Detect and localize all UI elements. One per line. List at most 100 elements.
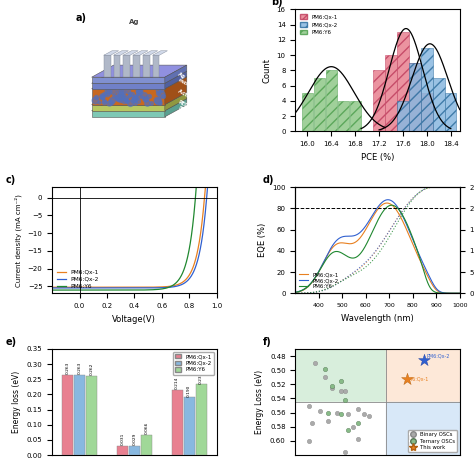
Line: PM6:Y6: PM6:Y6 [52,187,219,290]
Ternary OSCs [337,377,345,384]
Binary OSCs [316,407,324,415]
PM6:Y6 [49,287,55,293]
Polygon shape [114,55,120,77]
Polygon shape [91,83,165,89]
Ternary OSCs [344,427,352,434]
PM6:Y6 [176,277,182,283]
Y-axis label: Energy Loss (eV): Energy Loss (eV) [255,370,264,434]
Legend: Binary OSCs, Ternary OSCs, This work: Binary OSCs, Ternary OSCs, This work [408,430,457,452]
PM6:Y6 [146,287,152,293]
Legend: PM6:Qx-1, PM6:Qx-2, PM6:Y6: PM6:Qx-1, PM6:Qx-2, PM6:Y6 [55,268,100,291]
Text: PEDOT:PSS: PEDOT:PSS [177,100,206,118]
PM6:Qx-1 [146,284,152,290]
PM6:Qx-1 [217,184,222,190]
Bar [172,390,182,455]
PM6:Y6 [60,287,65,293]
Binary OSCs [325,417,332,425]
PM6:Qx-2 [176,283,182,289]
PM6:Qx-2 [302,285,308,291]
Text: e): e) [6,337,17,347]
Binary OSCs [305,437,312,445]
Text: f): f) [263,337,271,347]
Polygon shape [123,51,138,55]
Text: c): c) [6,175,17,185]
Polygon shape [153,55,159,77]
PM6:Qx-2 [388,198,394,203]
PM6:Y6 [302,285,308,291]
Bar [326,71,337,131]
PM6:Y6 [151,287,156,292]
PM6:Qx-2 [151,285,156,291]
Polygon shape [143,51,158,55]
Binary OSCs [337,388,345,395]
PM6:Qx-1 [202,184,208,190]
Polygon shape [165,71,187,89]
PM6:Qx-2 [434,287,440,292]
PM6:Qx-2 [49,285,55,291]
Binary OSCs [308,419,316,427]
PM6:Qx-1 [434,288,440,293]
Line: PM6:Qx-2: PM6:Qx-2 [295,200,460,293]
Ternary OSCs [325,409,332,416]
Bar [183,398,195,455]
Binary OSCs [305,402,312,410]
Polygon shape [153,51,167,55]
PM6:Y6 [398,209,403,214]
Text: 0.029: 0.029 [132,433,137,446]
Text: 0.190: 0.190 [187,384,191,397]
Text: a): a) [76,13,87,23]
PM6:Qx-2 [385,197,391,202]
PM6:Qx-1 [60,284,65,290]
PM6:Y6 [388,202,394,208]
PM6:Qx-2 [193,263,199,268]
Polygon shape [91,92,187,105]
Line: PM6:Y6: PM6:Y6 [295,205,460,293]
Legend: PM6:Qx-1, PM6:Qx-2, PM6:Y6: PM6:Qx-1, PM6:Qx-2, PM6:Y6 [173,352,214,374]
Text: 0.066: 0.066 [145,422,148,434]
Text: PM6:Qx-1: PM6:Qx-1 [406,376,429,382]
Text: 0.263: 0.263 [65,362,70,374]
Ternary OSCs [328,383,336,390]
PM6:Qx-2 [60,285,65,291]
Polygon shape [91,77,165,83]
Text: PM6:Qx-2: PM6:Qx-2 [427,353,450,358]
Bar [397,32,409,131]
Polygon shape [143,55,150,77]
PM6:Y6 [457,291,463,296]
Bar [397,101,409,131]
Binary OSCs [344,410,352,418]
PM6:Qx-1 [156,284,162,290]
PM6:Qx-2 [156,285,162,291]
Ternary OSCs [354,419,362,427]
Y-axis label: Count: Count [262,58,271,83]
Text: ITO: ITO [177,106,187,114]
PM6:Qx-2 [217,184,222,190]
Polygon shape [91,89,165,105]
Text: 0.263: 0.263 [78,362,82,374]
Polygon shape [104,51,118,55]
Bar [409,63,420,131]
Binary OSCs [328,384,336,392]
PM6:Qx-2 [146,285,152,291]
Binary OSCs [349,423,357,430]
Polygon shape [91,99,187,111]
PM6:Qx-1 [388,201,394,207]
PM6:Qx-1 [398,214,403,219]
Polygon shape [165,77,187,105]
Text: PNDIT-F3N-Br: PNDIT-F3N-Br [177,78,208,97]
Bar [301,93,313,131]
Binary OSCs [354,405,362,413]
Bar [337,101,349,131]
Binary OSCs [361,410,368,418]
Polygon shape [91,111,165,117]
Polygon shape [91,105,165,111]
Bar [74,375,85,455]
PM6:Qx-1 [193,255,199,261]
PM6:Y6 [389,202,394,208]
Polygon shape [91,65,187,77]
Bar [62,375,73,455]
Polygon shape [165,99,187,117]
Bar [196,384,207,455]
Bar [385,55,397,131]
Bar [421,47,433,131]
